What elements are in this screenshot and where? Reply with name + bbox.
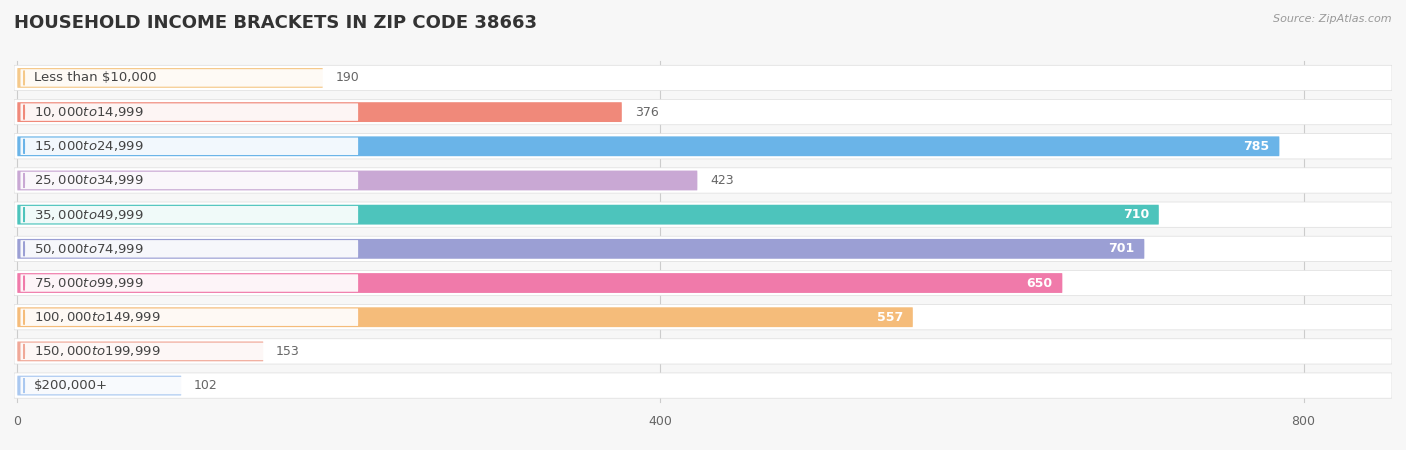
Text: $100,000 to $149,999: $100,000 to $149,999 [34,310,160,324]
Text: 376: 376 [634,106,658,119]
FancyBboxPatch shape [17,102,621,122]
FancyBboxPatch shape [17,239,1144,259]
Text: Less than $10,000: Less than $10,000 [34,72,156,85]
Text: $35,000 to $49,999: $35,000 to $49,999 [34,207,143,222]
Text: 423: 423 [710,174,734,187]
Text: 701: 701 [1108,243,1135,255]
FancyBboxPatch shape [21,342,359,360]
Text: $200,000+: $200,000+ [34,379,108,392]
FancyBboxPatch shape [21,274,359,292]
FancyBboxPatch shape [14,168,1392,193]
FancyBboxPatch shape [21,206,359,223]
FancyBboxPatch shape [17,136,1279,156]
FancyBboxPatch shape [17,307,912,327]
Text: $75,000 to $99,999: $75,000 to $99,999 [34,276,143,290]
FancyBboxPatch shape [14,339,1392,364]
FancyBboxPatch shape [21,309,359,326]
FancyBboxPatch shape [17,273,1063,293]
FancyBboxPatch shape [21,172,359,189]
FancyBboxPatch shape [21,377,359,394]
Text: Source: ZipAtlas.com: Source: ZipAtlas.com [1274,14,1392,23]
FancyBboxPatch shape [14,270,1392,296]
FancyBboxPatch shape [14,99,1392,125]
FancyBboxPatch shape [14,236,1392,261]
Text: $25,000 to $34,999: $25,000 to $34,999 [34,174,143,188]
FancyBboxPatch shape [14,373,1392,398]
FancyBboxPatch shape [14,202,1392,227]
Text: $10,000 to $14,999: $10,000 to $14,999 [34,105,143,119]
Text: 710: 710 [1123,208,1149,221]
FancyBboxPatch shape [17,68,323,88]
Text: 153: 153 [276,345,299,358]
Text: 785: 785 [1244,140,1270,153]
FancyBboxPatch shape [17,342,263,361]
FancyBboxPatch shape [21,240,359,257]
FancyBboxPatch shape [17,376,181,396]
FancyBboxPatch shape [14,65,1392,90]
FancyBboxPatch shape [17,205,1159,225]
Text: HOUSEHOLD INCOME BRACKETS IN ZIP CODE 38663: HOUSEHOLD INCOME BRACKETS IN ZIP CODE 38… [14,14,537,32]
Text: 190: 190 [336,72,360,85]
FancyBboxPatch shape [21,104,359,121]
FancyBboxPatch shape [14,305,1392,330]
Text: 650: 650 [1026,276,1053,289]
FancyBboxPatch shape [21,69,359,87]
Text: $15,000 to $24,999: $15,000 to $24,999 [34,140,143,153]
Text: $50,000 to $74,999: $50,000 to $74,999 [34,242,143,256]
Text: 102: 102 [194,379,218,392]
FancyBboxPatch shape [17,171,697,190]
FancyBboxPatch shape [21,138,359,155]
FancyBboxPatch shape [14,134,1392,159]
Text: 557: 557 [877,310,903,324]
Text: $150,000 to $199,999: $150,000 to $199,999 [34,344,160,358]
